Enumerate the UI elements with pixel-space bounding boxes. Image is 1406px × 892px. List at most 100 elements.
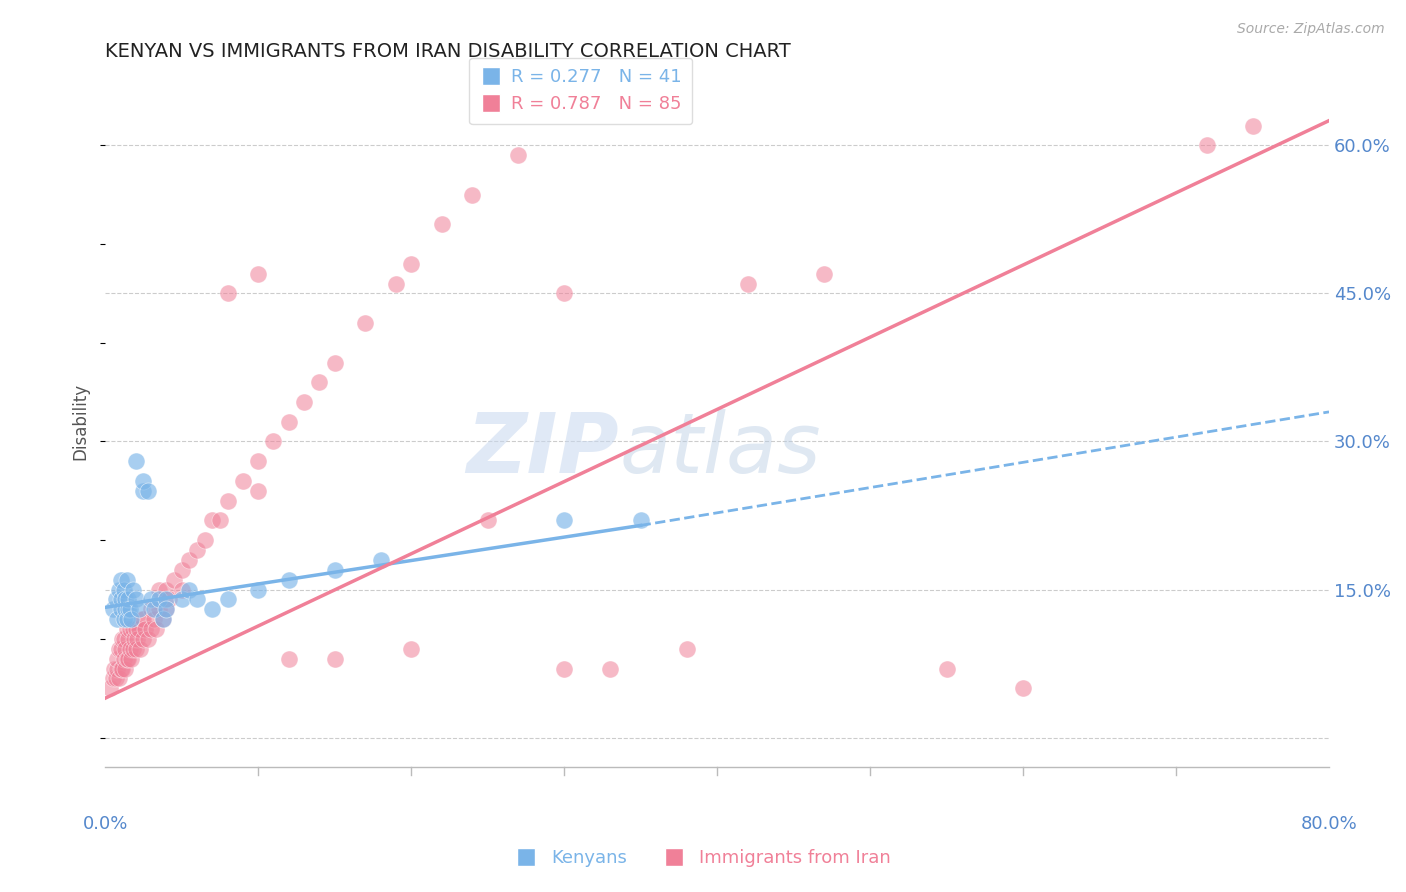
- Point: [277, 415, 299, 429]
- Point: [217, 592, 239, 607]
- Point: [117, 651, 139, 665]
- Point: [399, 257, 422, 271]
- Text: ZIP: ZIP: [467, 409, 619, 490]
- Point: [155, 602, 177, 616]
- Point: [110, 602, 132, 616]
- Point: [128, 602, 150, 616]
- Point: [124, 632, 146, 646]
- Point: [935, 662, 957, 676]
- Point: [115, 622, 138, 636]
- Point: [179, 582, 201, 597]
- Point: [170, 592, 193, 607]
- Point: [118, 641, 141, 656]
- Point: [127, 632, 149, 646]
- Point: [170, 582, 193, 597]
- Point: [111, 662, 134, 676]
- Point: [101, 672, 124, 686]
- Point: [354, 316, 377, 330]
- Text: 0.0%: 0.0%: [83, 814, 128, 833]
- Point: [247, 454, 270, 468]
- Point: [117, 602, 139, 616]
- Point: [121, 582, 143, 597]
- Point: [217, 493, 239, 508]
- Point: [630, 513, 652, 527]
- Point: [737, 277, 759, 291]
- Point: [385, 277, 408, 291]
- Point: [461, 187, 484, 202]
- Point: [110, 573, 132, 587]
- Point: [139, 602, 162, 616]
- Point: [1195, 138, 1218, 153]
- Point: [104, 672, 127, 686]
- Point: [179, 553, 201, 567]
- Point: [108, 582, 131, 597]
- Point: [128, 622, 150, 636]
- Point: [553, 662, 575, 676]
- Point: [813, 267, 835, 281]
- Point: [132, 612, 155, 626]
- Point: [1012, 681, 1035, 696]
- Point: [121, 622, 143, 636]
- Y-axis label: Disability: Disability: [72, 384, 89, 460]
- Point: [125, 641, 148, 656]
- Point: [553, 513, 575, 527]
- Point: [143, 612, 166, 626]
- Text: Source: ZipAtlas.com: Source: ZipAtlas.com: [1237, 22, 1385, 37]
- Point: [121, 641, 143, 656]
- Point: [132, 474, 155, 488]
- Point: [120, 651, 142, 665]
- Point: [247, 483, 270, 498]
- Point: [194, 533, 217, 548]
- Point: [277, 573, 299, 587]
- Point: [323, 563, 346, 577]
- Point: [370, 553, 392, 567]
- Point: [114, 641, 136, 656]
- Point: [108, 641, 131, 656]
- Point: [277, 651, 299, 665]
- Point: [232, 474, 254, 488]
- Point: [247, 582, 270, 597]
- Point: [125, 454, 148, 468]
- Point: [1241, 119, 1264, 133]
- Legend: Kenyans, Immigrants from Iran: Kenyans, Immigrants from Iran: [508, 842, 898, 874]
- Point: [217, 286, 239, 301]
- Point: [110, 641, 132, 656]
- Point: [120, 612, 142, 626]
- Legend: R = 0.277   N = 41, R = 0.787   N = 85: R = 0.277 N = 41, R = 0.787 N = 85: [470, 58, 692, 124]
- Point: [98, 681, 121, 696]
- Point: [125, 592, 148, 607]
- Point: [292, 395, 315, 409]
- Point: [477, 513, 499, 527]
- Point: [108, 672, 131, 686]
- Point: [112, 612, 135, 626]
- Point: [107, 612, 129, 626]
- Point: [155, 592, 177, 607]
- Point: [675, 641, 697, 656]
- Point: [111, 632, 134, 646]
- Point: [152, 612, 174, 626]
- Point: [103, 662, 125, 676]
- Point: [131, 612, 153, 626]
- Point: [136, 632, 159, 646]
- Point: [129, 641, 152, 656]
- Point: [201, 513, 224, 527]
- Text: atlas: atlas: [619, 409, 821, 490]
- Point: [143, 602, 166, 616]
- Point: [323, 355, 346, 369]
- Point: [101, 602, 124, 616]
- Point: [114, 602, 136, 616]
- Point: [201, 602, 224, 616]
- Point: [115, 573, 138, 587]
- Point: [118, 602, 141, 616]
- Point: [112, 632, 135, 646]
- Point: [148, 592, 170, 607]
- Point: [118, 622, 141, 636]
- Point: [155, 602, 177, 616]
- Point: [159, 592, 181, 607]
- Point: [323, 651, 346, 665]
- Point: [117, 592, 139, 607]
- Point: [114, 592, 136, 607]
- Point: [399, 641, 422, 656]
- Text: 80.0%: 80.0%: [1301, 814, 1357, 833]
- Point: [110, 662, 132, 676]
